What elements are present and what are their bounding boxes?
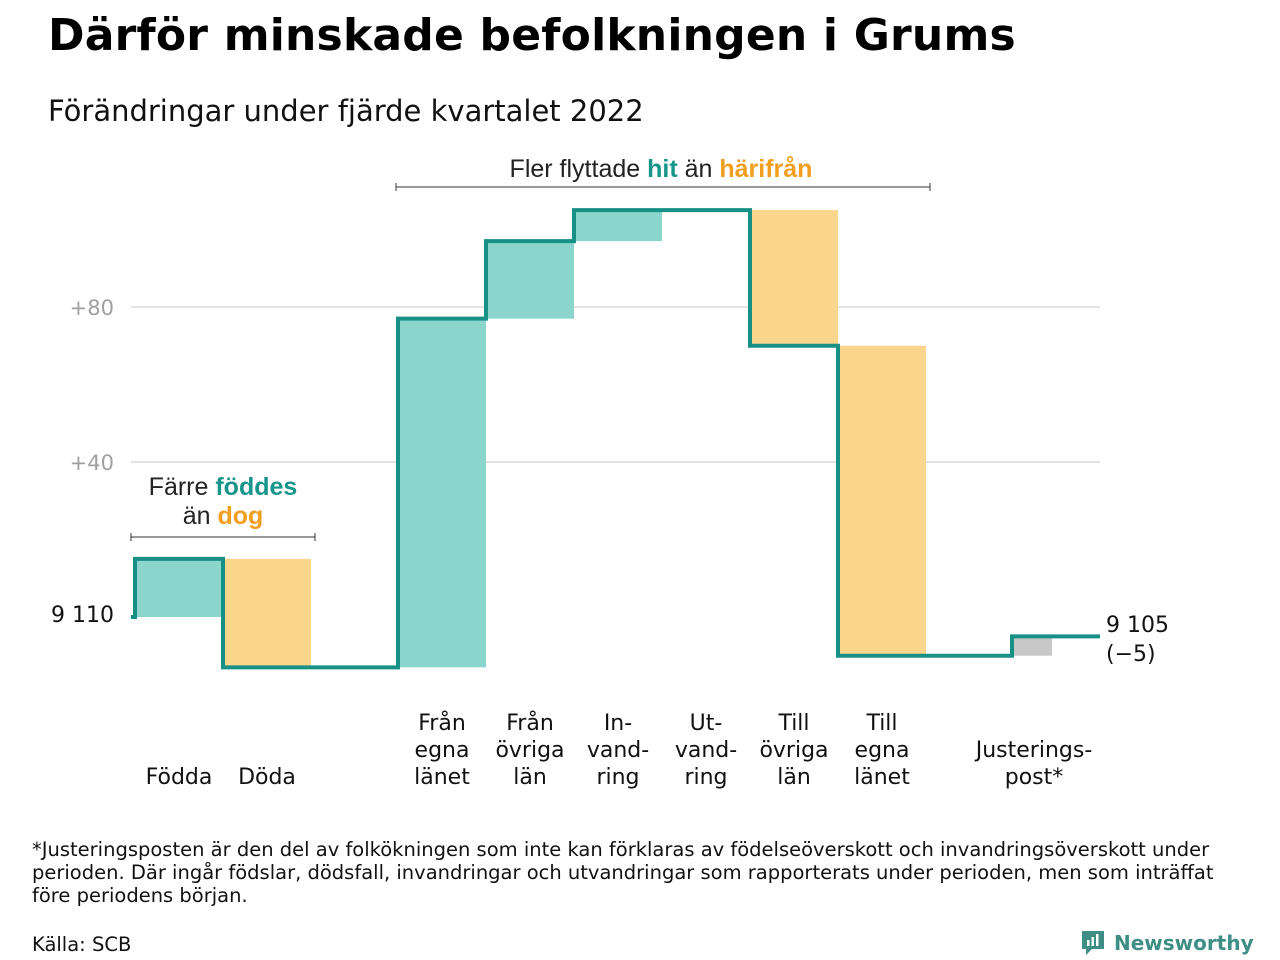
brand[interactable]: Newsworthy bbox=[1080, 928, 1254, 958]
annotation-harifran: härifrån bbox=[719, 155, 812, 183]
cumulative-step-line bbox=[131, 208, 1100, 670]
x-label-3: Från egna länet bbox=[414, 710, 470, 790]
x-label-6: Ut-vand-ring bbox=[675, 711, 737, 790]
annotation-hit: hit bbox=[647, 155, 678, 183]
annotation-dog: dog bbox=[217, 502, 263, 530]
chart-subtitle: Förändringar under fjärde kvartalet 2022 bbox=[48, 94, 644, 128]
end-change-label: (−5) bbox=[1106, 642, 1156, 667]
bar-5 bbox=[574, 210, 662, 242]
source-label: Källa: SCB bbox=[32, 933, 132, 956]
x-label-1: Födda bbox=[146, 765, 213, 790]
x-label-2: Döda bbox=[238, 765, 296, 790]
end-value-label: 9 105 bbox=[1106, 613, 1169, 638]
x-label-4: Från övriga län bbox=[495, 710, 564, 790]
annotation-foddes: föddes bbox=[215, 473, 297, 501]
bar-4 bbox=[486, 241, 574, 319]
waterfall-chart: +40 +80 Födda Döda Från egna länet Från övriga l… bbox=[51, 155, 1169, 790]
newsworthy-logo-icon bbox=[1082, 931, 1104, 955]
x-label-9: Justerings-post* bbox=[974, 738, 1093, 790]
bar-2 bbox=[223, 558, 311, 668]
chart-title: Därför minskade befolkningen i Grums bbox=[48, 10, 1016, 61]
bar-3 bbox=[398, 318, 486, 668]
bar-7 bbox=[750, 210, 838, 346]
x-label-5: In-vand-ring bbox=[587, 711, 649, 790]
bar-9 bbox=[1012, 636, 1052, 656]
bar-1 bbox=[135, 558, 223, 617]
x-label-8: Till egna länet bbox=[854, 711, 910, 790]
births-annotation-line2: än dog bbox=[183, 502, 264, 530]
y-tick-label: +80 bbox=[70, 296, 114, 320]
y-tick-label: +40 bbox=[70, 451, 114, 475]
start-value-label: 9 110 bbox=[51, 603, 114, 628]
brand-name: Newsworthy bbox=[1114, 931, 1254, 955]
migration-annotation: Fler flyttade hit än härifrån bbox=[510, 155, 813, 183]
bar-8 bbox=[838, 345, 926, 656]
births-annotation-line1: Färre föddes bbox=[149, 473, 298, 501]
footnote: *Justeringsposten är den del av folkökni… bbox=[32, 838, 1214, 907]
x-label-7: Till övriga län bbox=[759, 711, 828, 790]
